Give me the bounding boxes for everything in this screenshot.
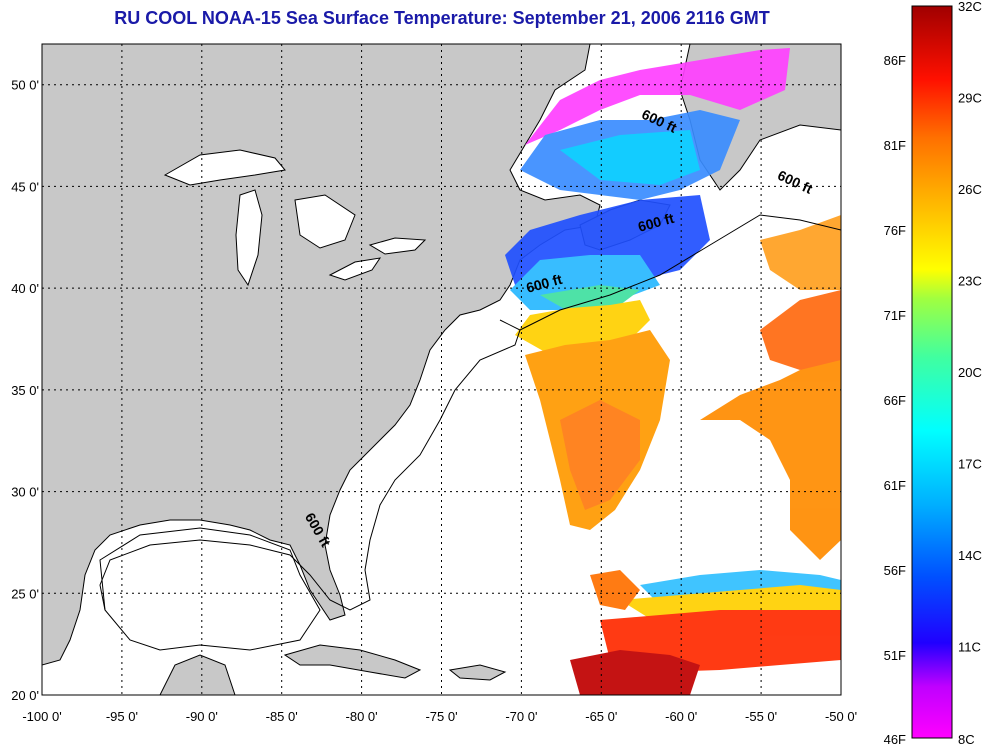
- fahrenheit-label: 51F: [884, 648, 906, 663]
- fahrenheit-label: 71F: [884, 308, 906, 323]
- longitude-tick-label: -65 0': [585, 709, 617, 724]
- longitude-tick-label: -60 0': [665, 709, 697, 724]
- celsius-label: 8C: [958, 732, 975, 747]
- yucatan-land: [159, 654, 236, 695]
- fahrenheit-label: 81F: [884, 138, 906, 153]
- latitude-labels: 50 0' 45 0' 40 0' 35 0' 30 0' 25 0' 20 0': [11, 78, 39, 703]
- latitude-tick-label: 30 0': [11, 485, 39, 500]
- celsius-label: 23C: [958, 274, 982, 289]
- celsius-label: 20C: [958, 365, 982, 380]
- map-title: RU COOL NOAA-15 Sea Surface Temperature:…: [114, 8, 770, 28]
- fahrenheit-label: 61F: [884, 478, 906, 493]
- celsius-label: 32C: [958, 0, 982, 14]
- lake-superior: [163, 149, 286, 186]
- latitude-tick-label: 50 0': [11, 78, 39, 93]
- longitude-tick-label: -75 0': [425, 709, 457, 724]
- celsius-label: 17C: [958, 457, 982, 472]
- colorbar-celsius-labels: 32C 29C 26C 23C 20C 17C 14C 11C 8C: [958, 0, 982, 747]
- longitude-tick-label: -70 0': [505, 709, 537, 724]
- longitude-labels: -100 0' -95 0' -90 0' -85 0' -80 0' -75 0' -70…: [22, 709, 857, 724]
- fahrenheit-label: 76F: [884, 223, 906, 238]
- north-america-land: [42, 44, 601, 666]
- longitude-tick-label: -90 0': [186, 709, 218, 724]
- lake-michigan: [235, 189, 263, 287]
- graticule: [41, 44, 842, 696]
- fahrenheit-label: 86F: [884, 53, 906, 68]
- longitude-tick-label: -55 0': [745, 709, 777, 724]
- longitude-tick-label: -100 0': [22, 709, 61, 724]
- fahrenheit-label: 46F: [884, 732, 906, 747]
- longitude-tick-label: -80 0': [346, 709, 378, 724]
- gulf-of-mexico: [99, 527, 321, 651]
- longitude-tick-label: -50 0': [825, 709, 857, 724]
- isobath-600ft: [99, 319, 521, 611]
- longitude-tick-label: -85 0': [266, 709, 298, 724]
- lake-ontario: [368, 237, 427, 255]
- celsius-label: 11C: [958, 640, 981, 655]
- latitude-tick-label: 20 0': [11, 688, 39, 703]
- lake-erie: [328, 257, 382, 281]
- colorbar: [911, 5, 953, 739]
- lake-huron: [294, 194, 356, 249]
- latitude-tick-label: 35 0': [11, 383, 39, 398]
- celsius-label: 14C: [958, 548, 982, 563]
- longitude-tick-label: -95 0': [106, 709, 138, 724]
- latitude-tick-label: 25 0': [11, 586, 39, 601]
- latitude-tick-label: 40 0': [11, 281, 39, 296]
- latitude-tick-label: 45 0': [11, 179, 39, 194]
- colorbar-fahrenheit-labels: 86F 81F 76F 71F 66F 61F 56F 51F 46F: [884, 53, 906, 747]
- fahrenheit-label: 56F: [884, 563, 906, 578]
- celsius-label: 26C: [958, 182, 982, 197]
- celsius-label: 29C: [958, 91, 982, 106]
- fahrenheit-label: 66F: [884, 393, 906, 408]
- hispaniola-land: [448, 664, 507, 681]
- cuba-land: [283, 644, 422, 679]
- sst-swath: [505, 48, 841, 695]
- isobath-600ft-north: [519, 214, 841, 331]
